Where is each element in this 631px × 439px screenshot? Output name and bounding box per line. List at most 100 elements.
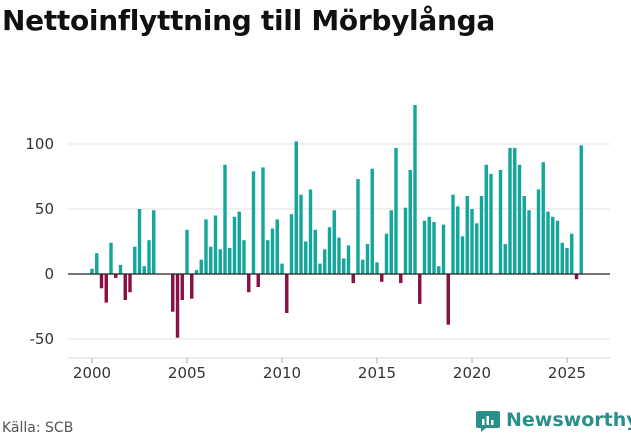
bar xyxy=(479,196,484,274)
bar xyxy=(175,274,180,338)
bar xyxy=(123,274,127,300)
bar xyxy=(232,216,237,274)
bar xyxy=(370,168,374,274)
bar xyxy=(204,219,208,274)
bar xyxy=(456,206,460,274)
bar xyxy=(251,171,256,274)
bar xyxy=(308,189,313,274)
bar xyxy=(299,194,303,274)
y-tick-label: 100 xyxy=(25,135,54,153)
newsworthy-icon xyxy=(476,411,500,432)
bar xyxy=(133,246,137,274)
bar xyxy=(384,233,389,274)
bar xyxy=(332,210,336,274)
bar xyxy=(570,233,574,274)
bar xyxy=(555,220,560,274)
bar xyxy=(546,211,550,274)
bar xyxy=(342,258,346,274)
bar xyxy=(104,274,108,303)
bar xyxy=(451,194,455,274)
bar xyxy=(304,241,308,274)
x-tick-label: 2005 xyxy=(168,364,206,382)
bar xyxy=(242,240,246,274)
bar xyxy=(565,248,569,274)
bar xyxy=(394,147,398,274)
bar xyxy=(185,229,189,274)
bar xyxy=(327,227,332,274)
x-tick-label: 2000 xyxy=(73,364,111,382)
bar xyxy=(475,223,479,274)
bar xyxy=(408,170,412,274)
y-axis: -50 0 50 100 xyxy=(25,135,54,348)
bar xyxy=(194,270,199,274)
bar xyxy=(228,248,232,274)
bar xyxy=(413,105,417,274)
bar xyxy=(418,274,422,304)
bar xyxy=(489,173,493,274)
bar xyxy=(118,264,123,274)
bar xyxy=(289,214,294,274)
bar xyxy=(318,263,322,274)
bar xyxy=(498,170,503,274)
bar xyxy=(484,164,488,274)
x-axis: 2000 2005 2010 2015 2020 2025 xyxy=(68,357,610,382)
bar-chart: -50 0 50 100 2000 2005 2010 2015 2020 2025 xyxy=(25,105,610,382)
bar xyxy=(508,147,512,274)
bar xyxy=(375,262,379,274)
bar xyxy=(180,274,184,300)
bar xyxy=(142,266,146,274)
bar xyxy=(313,229,317,274)
x-tick-label: 2015 xyxy=(358,364,396,382)
brand-name: Newsworthy xyxy=(506,409,631,431)
bar xyxy=(337,237,341,274)
y-tick-label: 50 xyxy=(35,200,54,218)
bar xyxy=(574,274,579,280)
bar xyxy=(441,224,446,274)
bar xyxy=(280,263,284,274)
bar xyxy=(199,259,203,274)
bar xyxy=(470,209,474,274)
bar xyxy=(218,249,222,274)
bar xyxy=(294,141,298,274)
bar xyxy=(95,253,99,274)
x-tick-label: 2025 xyxy=(548,364,586,382)
x-tick-label: 2020 xyxy=(453,364,491,382)
bar xyxy=(266,240,270,274)
bar xyxy=(346,245,351,274)
bar xyxy=(213,215,218,274)
bar xyxy=(432,222,436,274)
bar xyxy=(237,211,241,274)
bar xyxy=(351,274,355,284)
bar xyxy=(147,240,151,274)
bar xyxy=(361,259,365,274)
bar xyxy=(380,274,384,282)
bar xyxy=(152,210,156,274)
bar xyxy=(261,167,265,274)
y-tick-label: 0 xyxy=(44,265,54,283)
bar xyxy=(270,228,275,274)
bar xyxy=(403,207,408,274)
bar xyxy=(536,189,541,274)
brand-logo: Newsworthy xyxy=(476,408,631,432)
bar xyxy=(90,268,94,274)
bar xyxy=(427,216,431,274)
bar xyxy=(517,164,522,274)
bar xyxy=(446,274,450,325)
source-label: Källa: SCB xyxy=(2,420,74,436)
bar xyxy=(532,272,536,274)
bar xyxy=(223,164,227,274)
bar xyxy=(513,147,517,274)
bar xyxy=(460,236,465,274)
bar xyxy=(422,220,427,274)
bar xyxy=(99,274,104,289)
bar xyxy=(137,209,142,274)
bar xyxy=(247,274,251,293)
bar xyxy=(465,196,469,274)
bar xyxy=(209,246,213,274)
bar xyxy=(171,274,175,312)
bar xyxy=(437,266,441,274)
bar xyxy=(285,274,289,313)
bar xyxy=(527,210,531,274)
bar xyxy=(503,244,507,274)
bar xyxy=(560,242,564,274)
